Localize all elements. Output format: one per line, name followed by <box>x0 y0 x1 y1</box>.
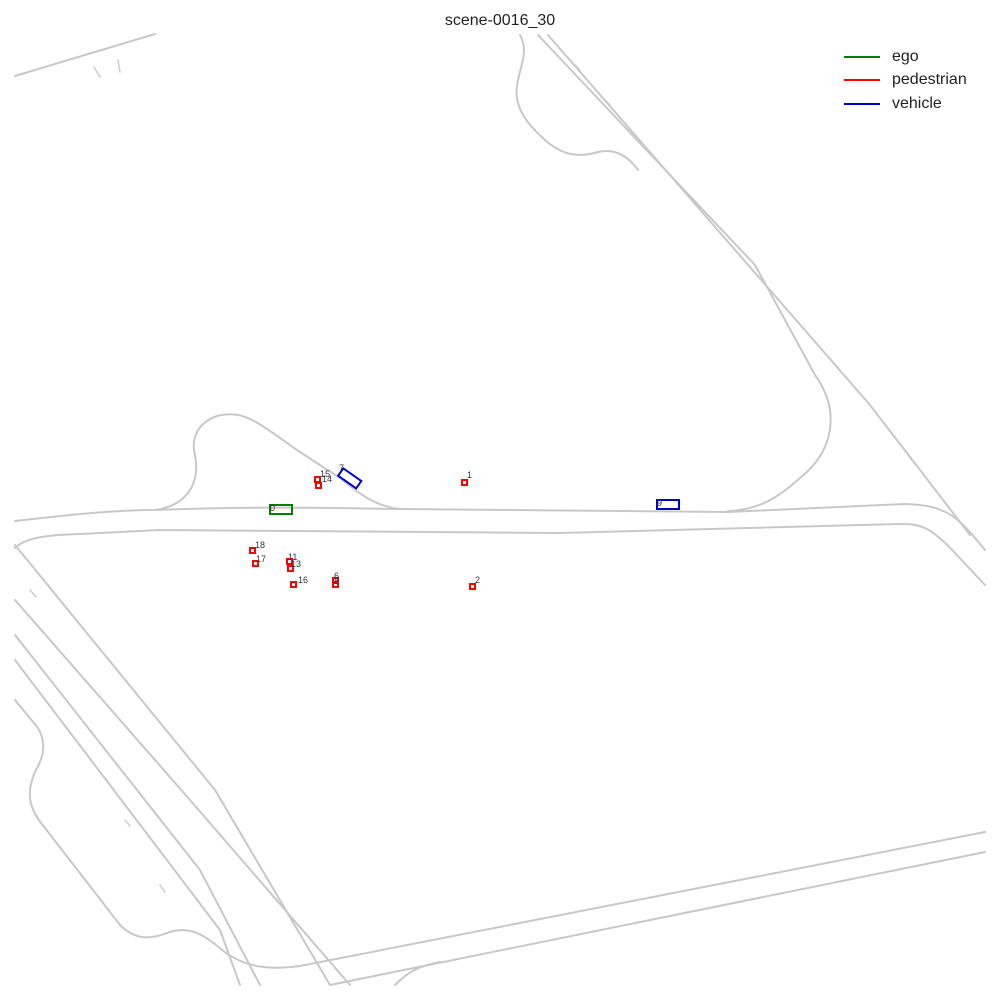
agent-label: 7 <box>339 463 344 473</box>
legend: ego pedestrian vehicle <box>838 45 967 116</box>
agent-label: 2 <box>475 575 480 585</box>
lane-network <box>14 33 986 986</box>
pedestrian-16[interactable]: 16 <box>290 575 308 588</box>
legend-item-pedestrian: pedestrian <box>838 69 967 93</box>
pedestrian-13[interactable]: 13 <box>287 559 301 572</box>
agent-label: 11 <box>288 552 297 562</box>
ego-vehicle[interactable]: 0 <box>269 503 293 515</box>
agent-label: 18 <box>255 540 265 550</box>
pedestrian-2[interactable]: 2 <box>469 575 480 590</box>
agent-label: 1 <box>467 470 472 480</box>
agent-label: 16 <box>298 575 308 585</box>
pedestrian-1[interactable]: 1 <box>461 470 472 486</box>
legend-label: ego <box>892 47 919 65</box>
agent-label: 8 <box>334 576 339 586</box>
scene-title: scene-0016_30 <box>444 12 556 29</box>
vehicle-7[interactable]: 7 <box>336 463 363 490</box>
agent-label: 13 <box>291 559 301 569</box>
agent-label: 14 <box>322 474 332 484</box>
legend-label: pedestrian <box>892 71 967 89</box>
legend-item-vehicle: vehicle <box>838 92 967 116</box>
pedestrian-11[interactable]: 11 <box>286 552 297 565</box>
ego-line-icon <box>844 55 880 58</box>
agent-label: 6 <box>334 571 339 581</box>
legend-item-ego: ego <box>838 45 967 69</box>
pedestrian-17[interactable]: 17 <box>252 554 266 567</box>
legend-label: vehicle <box>892 94 942 112</box>
agent-label: 15 <box>320 469 330 479</box>
agent-label: 9 <box>657 498 662 508</box>
vehicle-line-icon <box>844 102 880 105</box>
agent-label: 0 <box>270 503 275 513</box>
agent-label: 17 <box>256 554 266 564</box>
pedestrian-18[interactable]: 18 <box>249 540 265 554</box>
vehicle-9[interactable]: 9 <box>656 498 680 510</box>
pedestrian-15[interactable]: 15 <box>314 469 330 483</box>
pedestrian-line-icon <box>844 79 880 82</box>
pedestrian-8[interactable]: 8 <box>332 576 339 588</box>
